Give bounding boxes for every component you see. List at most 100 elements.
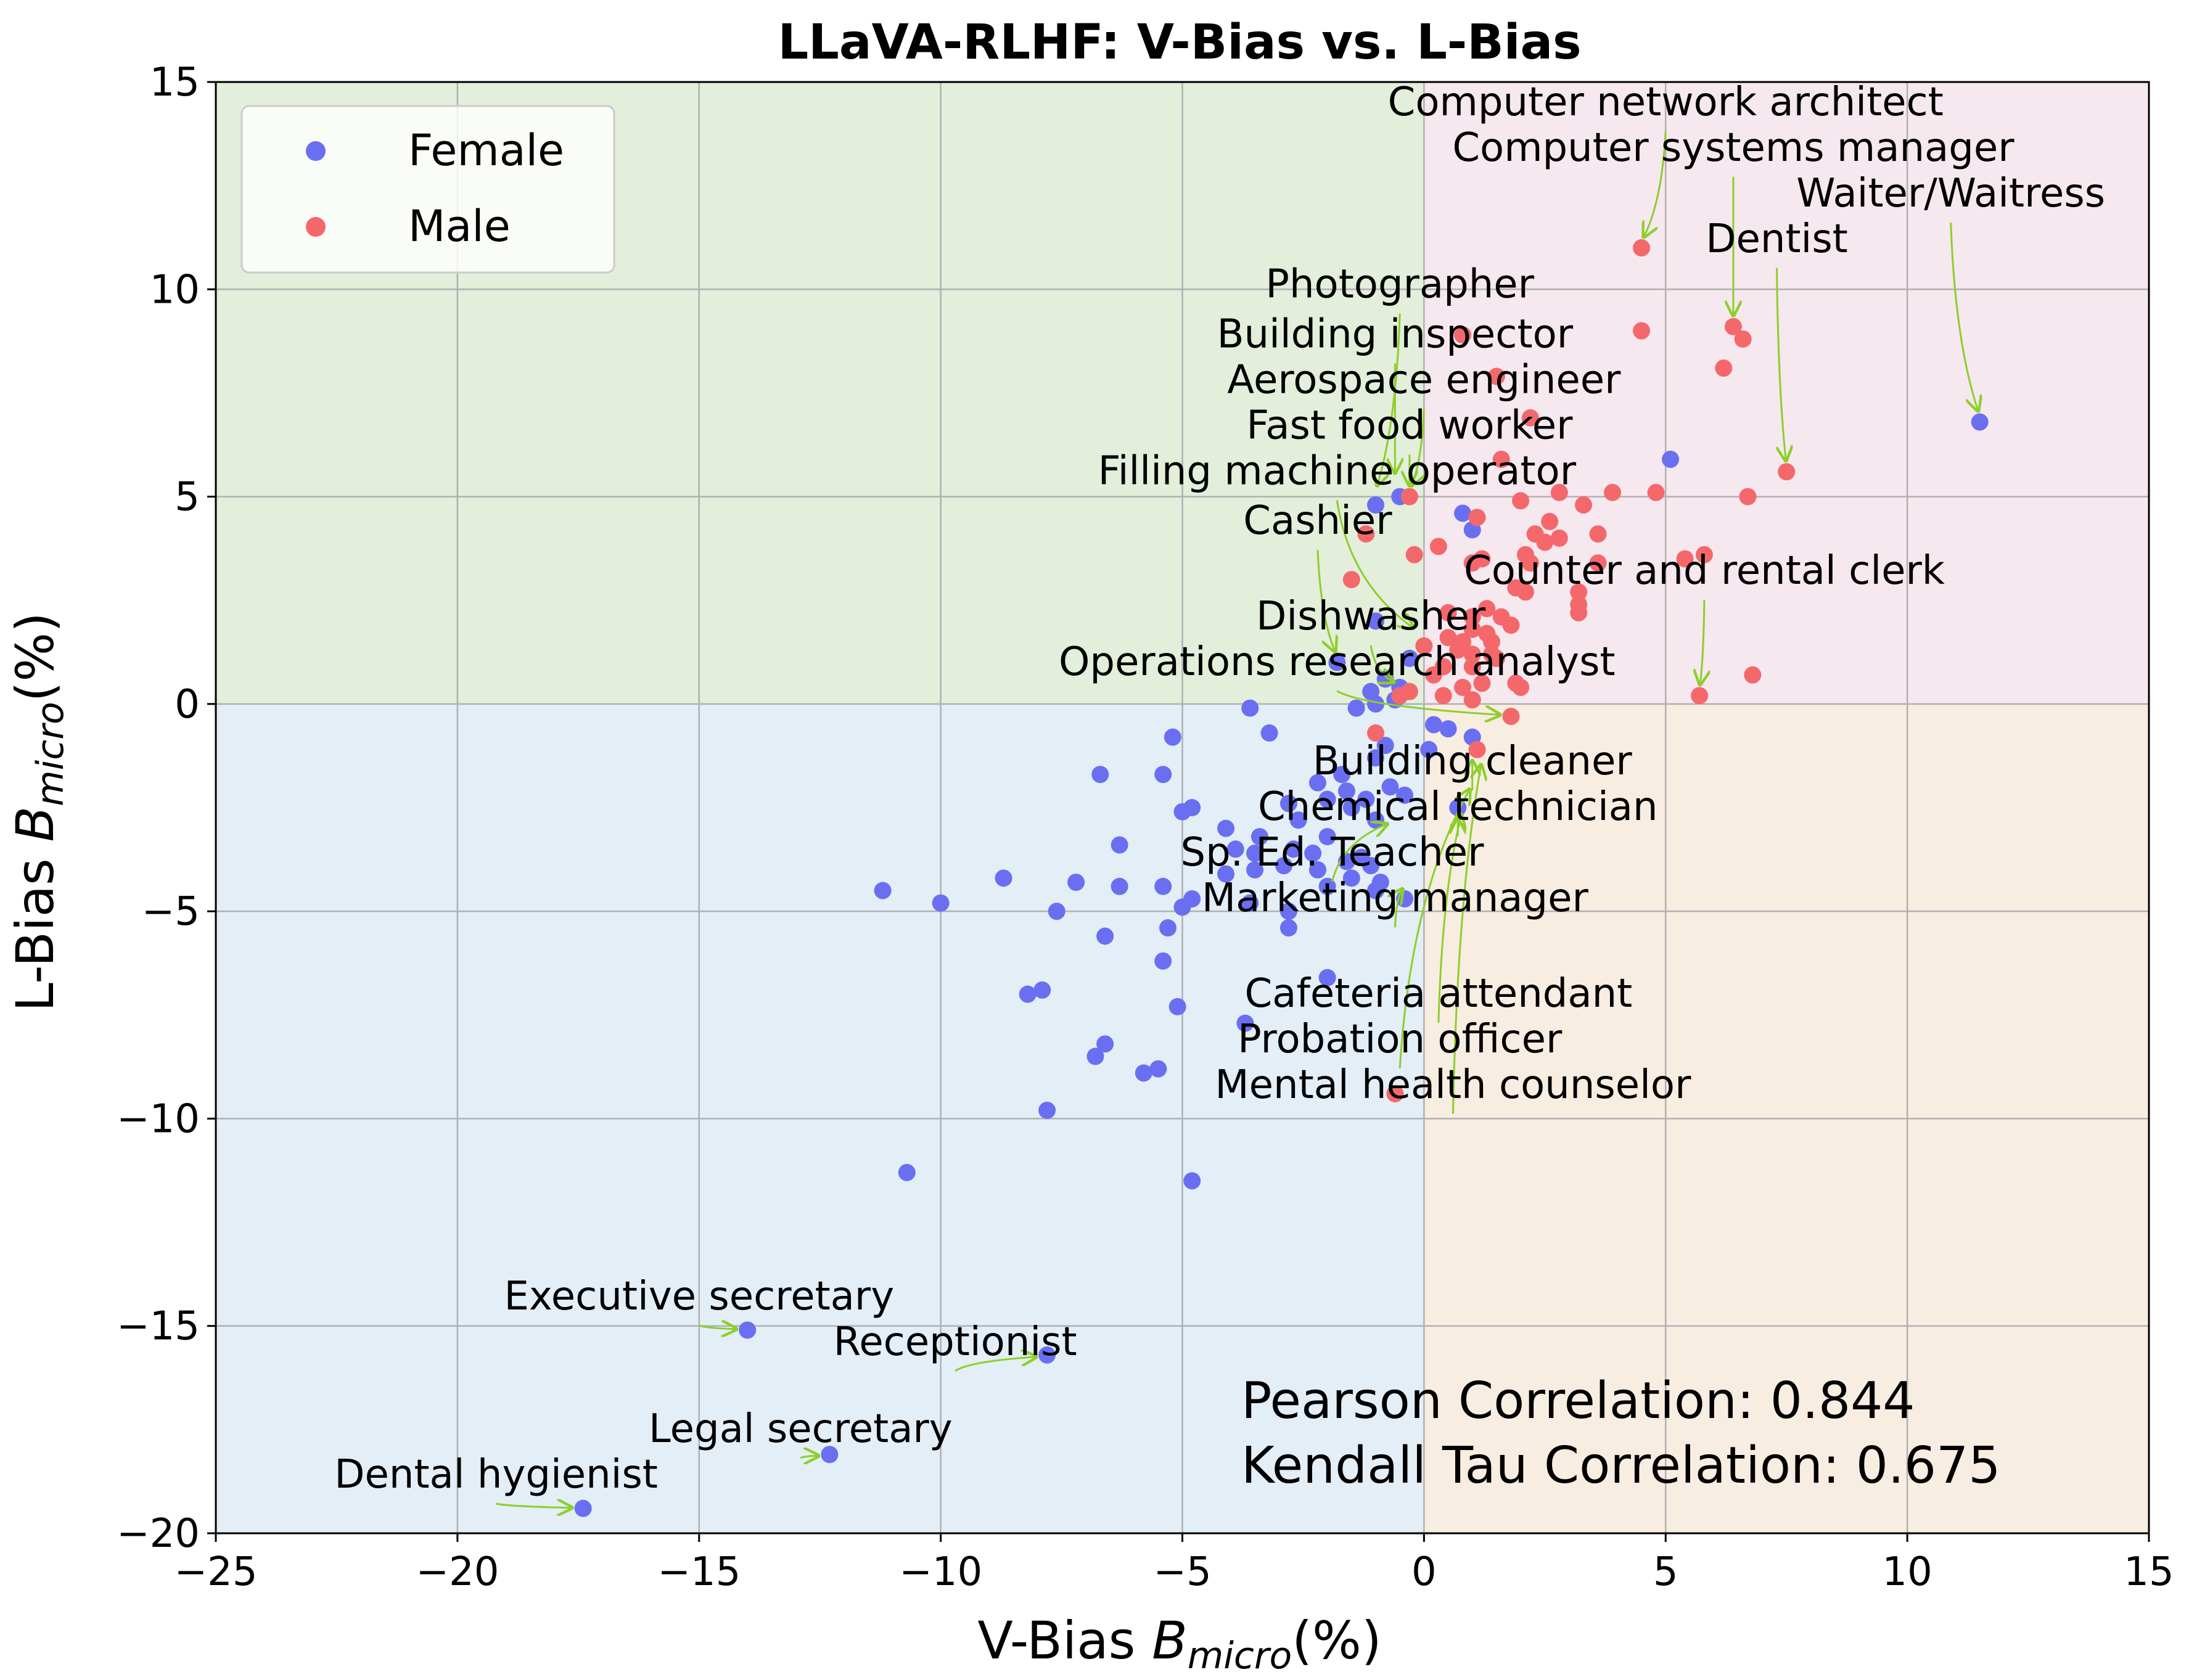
annotation-label: Executive secretary (504, 1274, 894, 1319)
x-tick-label: −15 (657, 1549, 741, 1595)
male-data-point (1342, 571, 1360, 589)
female-data-point (1236, 1014, 1254, 1032)
male-data-point (1502, 708, 1520, 726)
female-data-point (1318, 790, 1336, 808)
annotation-label: Sp. Ed. Teacher (1180, 830, 1484, 875)
correlation-stats: Pearson Correlation: 0.844 Kendall Tau C… (1241, 1372, 2000, 1495)
male-data-point (1695, 546, 1713, 563)
male-data-point (1487, 367, 1505, 385)
male-data-point (1550, 483, 1568, 501)
female-data-point (1342, 869, 1360, 887)
annotation-label: Cafeteria attendant (1244, 971, 1632, 1017)
y-axis-label: L-Bias Bmicro(%) (5, 612, 72, 1012)
female-data-point (1173, 898, 1191, 916)
female-data-point (874, 882, 892, 899)
male-data-point (1734, 330, 1752, 348)
female-data-point (1367, 612, 1384, 630)
male-data-point (1633, 322, 1651, 340)
female-data-point (1019, 985, 1037, 1003)
female-data-point (1217, 819, 1235, 837)
annotation-arrow (1398, 789, 1469, 1068)
male-data-point (1492, 451, 1510, 469)
female-data-point (1971, 413, 1989, 431)
male-data-point (1691, 687, 1709, 705)
female-data-point (1367, 496, 1384, 514)
male-data-point (1739, 488, 1757, 506)
male-data-point (1463, 658, 1481, 676)
x-axis-subscript: micro (1188, 1634, 1292, 1678)
male-data-point (1570, 604, 1588, 621)
female-data-point (1154, 766, 1172, 784)
female-data-point (898, 1163, 916, 1181)
male-data-point (1463, 554, 1481, 572)
annotation-label: Mental health counselor (1215, 1062, 1691, 1108)
annotation-label: Dentist (1706, 216, 1848, 262)
male-data-point (1715, 359, 1733, 377)
female-data-point (1337, 782, 1355, 800)
female-data-point (821, 1446, 839, 1464)
y-axis-symbol: B (5, 806, 65, 842)
annotation-label: Photographer (1265, 262, 1534, 308)
annotation-arrow (1336, 690, 1500, 715)
annotation-label: Fast food worker (1246, 403, 1573, 448)
y-axis-label-prefix: L-Bias (5, 842, 65, 1012)
quadrant-top-right (1424, 82, 2149, 704)
male-data-point (1541, 512, 1559, 530)
female-data-point (1367, 749, 1384, 767)
female-data-point (1347, 699, 1365, 717)
female-data-point (1154, 877, 1172, 895)
female-data-point (1304, 844, 1322, 862)
annotation-arrows (496, 131, 1979, 1508)
female-data-point (1164, 728, 1181, 746)
female-data-point (1241, 894, 1259, 912)
male-data-point (1463, 691, 1481, 709)
female-data-point (1096, 1035, 1114, 1053)
male-data-point (1521, 409, 1539, 427)
legend-male-label: Male (408, 201, 511, 252)
male-data-point (1449, 641, 1467, 659)
annotation-label: Marketing manager (1202, 875, 1589, 921)
x-tick-label: 10 (1882, 1549, 1932, 1595)
female-data-point (1038, 1346, 1056, 1364)
annotation-label: Computer network architect (1388, 80, 1944, 125)
male-data-point (1550, 529, 1568, 547)
female-data-point (1357, 790, 1375, 808)
annotation-arrow (1437, 814, 1461, 1023)
female-data-point (1454, 504, 1472, 522)
annotation-arrow (1700, 599, 1704, 685)
annotation-label: Receptionist (834, 1319, 1077, 1365)
female-data-point (1149, 1060, 1167, 1078)
male-data-point (1676, 550, 1694, 568)
female-data-point (1096, 927, 1114, 945)
x-tick-label: 0 (1411, 1549, 1437, 1595)
y-axis-subscript: micro (29, 702, 72, 806)
female-data-point (1168, 998, 1186, 1015)
y-tick-label: −15 (117, 1304, 200, 1350)
male-data-point (1478, 600, 1496, 618)
annotation-arrow (1316, 550, 1335, 652)
male-data-point (1425, 666, 1443, 684)
x-axis-ticks: −25 −20 −15 −10 −5 0 5 10 15 (174, 1533, 2174, 1595)
female-data-point (1362, 857, 1380, 875)
male-data-point (1575, 496, 1593, 514)
female-data-point (1381, 778, 1399, 796)
female-data-point (1183, 1172, 1201, 1190)
legend-male-marker (306, 217, 326, 237)
female-data-point (1091, 766, 1109, 784)
legend-female-label: Female (408, 125, 564, 176)
x-tick-label: −20 (416, 1549, 499, 1595)
female-data-point (1217, 865, 1235, 883)
annotation-arrow (1452, 765, 1481, 1114)
annotation-arrow (1377, 313, 1401, 486)
annotation-arrow (1950, 222, 1978, 411)
annotation-label: Counter and rental clerk (1464, 548, 1945, 594)
male-data-point (1516, 583, 1534, 601)
female-data-point (1376, 737, 1394, 755)
y-axis-unit: (%) (5, 612, 65, 702)
male-data-point (1463, 645, 1481, 663)
x-axis-symbol: B (1152, 1610, 1188, 1671)
data-points (574, 239, 1989, 1517)
male-data-point (1463, 608, 1481, 626)
